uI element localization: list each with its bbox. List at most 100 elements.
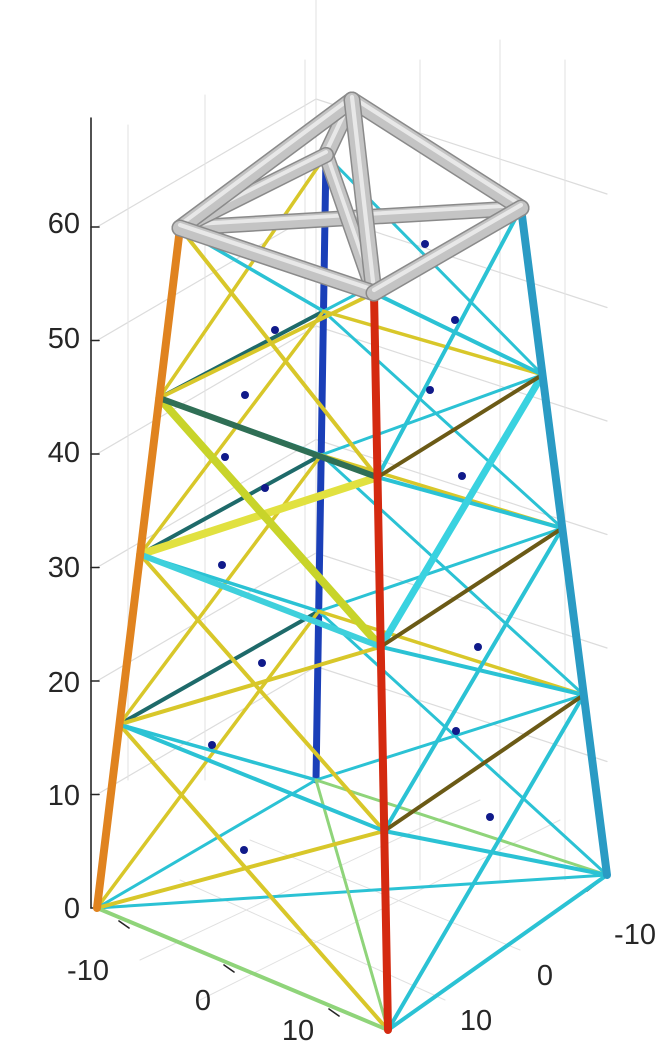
z-tick-0: 0 — [64, 893, 80, 925]
truss-brace-front-left-heavy — [155, 394, 385, 651]
truss-leg-left — [93, 224, 184, 912]
joint-marker — [452, 727, 460, 735]
grid-line-back-right — [315, 552, 608, 649]
truss-brace-front-right — [382, 526, 565, 834]
grid-line-back-right — [315, 665, 608, 763]
truss-floor-diagonal — [95, 873, 609, 910]
top-frame — [171, 91, 530, 302]
grid-line-back-left — [96, 211, 317, 342]
truss-horizontal-front-left — [156, 395, 381, 481]
grid-line-back-left — [96, 665, 317, 796]
truss-brace-back-left — [157, 153, 328, 400]
grid-line-back-left — [96, 325, 317, 455]
x-axis-tick — [223, 964, 235, 973]
truss-leg-right — [517, 204, 611, 879]
truss-brace-front-left — [95, 829, 387, 910]
truss-brace-front-left — [178, 226, 380, 480]
truss-floor-member — [95, 778, 318, 910]
truss-brace-front-right — [375, 206, 523, 480]
truss-brace-back-left — [117, 453, 323, 727]
top-frame-edge-highlight — [177, 94, 355, 228]
z-tick-10: 10 — [48, 780, 80, 812]
floor-grid — [179, 879, 446, 1001]
truss-brace-front-right — [386, 692, 586, 1032]
truss-floor-diagonal — [314, 778, 390, 1032]
truss-brace-back-right — [314, 693, 586, 782]
x-axis-tick — [328, 1008, 340, 1017]
top-frame-edge-highlight — [349, 94, 377, 293]
truss-horizontal-back-left — [117, 609, 321, 727]
x-tick-0: 0 — [195, 985, 211, 1017]
truss-floor-front-left — [95, 906, 390, 1032]
x-tick-10: 10 — [282, 1015, 314, 1045]
joint-marker — [218, 561, 226, 569]
truss-brace-front-left — [138, 552, 387, 834]
truss-brace-front-right-heavy — [377, 371, 546, 651]
truss-horizontal-front-right — [382, 692, 586, 834]
truss-brace-back-left — [138, 309, 326, 557]
floor-grid — [139, 799, 481, 961]
top-frame-edge — [367, 201, 528, 300]
truss-brace-front-left — [157, 291, 376, 400]
truss-brace-front-left — [117, 722, 390, 1032]
tick-labels: 0 10 20 30 40 50 60 -10 0 10 -10 0 10 — [48, 208, 656, 1045]
grid-line-back-left — [96, 552, 317, 682]
truss-brace-front-right — [382, 829, 609, 877]
joint-marker — [426, 386, 434, 394]
y-tick-neg10: -10 — [614, 919, 656, 951]
z-tick-20: 20 — [48, 667, 80, 699]
joint-marker — [421, 240, 429, 248]
z-tick-30: 30 — [48, 552, 80, 584]
floor-grid — [199, 819, 561, 1001]
joint-marker — [221, 453, 229, 461]
joint-marker — [241, 391, 249, 399]
top-frame-edge-highlight — [177, 222, 377, 293]
grid-line-back-right — [315, 325, 608, 422]
joint-marker — [261, 484, 269, 492]
y-tick-0: 0 — [537, 960, 553, 992]
truss-floor-member — [314, 778, 609, 877]
grid-line-back-left — [96, 98, 317, 228]
truss-floor-front-right — [386, 873, 609, 1032]
truss-brace-back-right — [317, 609, 609, 877]
grid-line-back-left — [96, 438, 317, 569]
top-frame-edge-highlight — [371, 202, 524, 293]
joint-marker — [208, 741, 216, 749]
y-tick-10: 10 — [460, 1005, 492, 1037]
top-frame-edge — [173, 221, 381, 300]
top-frame-edge-highlight — [349, 94, 524, 208]
x-tick-neg10: -10 — [67, 955, 109, 987]
z-tick-40: 40 — [48, 437, 80, 469]
joint-marker — [486, 813, 494, 821]
truss-leg-front — [370, 289, 392, 1034]
truss-horizontal-front-right — [375, 372, 545, 480]
joint-marker — [258, 659, 266, 667]
truss-brace-front-right — [378, 644, 586, 697]
truss-horizontal-front-left — [137, 551, 384, 650]
truss-horizontal-front-right — [378, 526, 565, 649]
z-tick-60: 60 — [48, 208, 80, 240]
truss-horizontal-back-left — [138, 453, 324, 557]
truss-brace-back-right — [319, 453, 586, 697]
joint-marker — [451, 316, 459, 324]
top-frame-edge — [345, 93, 528, 215]
truss-leg-back — [312, 151, 330, 784]
truss-members — [93, 151, 611, 1034]
truss-brace-front-left — [117, 644, 383, 727]
joint-marker — [458, 472, 466, 480]
truss-brace-back-right — [317, 526, 564, 613]
truss-brace-back-right — [322, 309, 564, 530]
truss-brace-front-right — [372, 291, 545, 377]
truss-brace-back-left — [117, 722, 318, 782]
joint-marker — [240, 846, 248, 854]
truss-brace-back-right — [319, 373, 544, 457]
z-tick-50: 50 — [48, 323, 80, 355]
truss-horizontal-back-right — [321, 309, 545, 377]
joint-marker — [271, 326, 279, 334]
x-axis-tick — [118, 920, 130, 929]
top-frame-edge — [173, 93, 359, 235]
joint-marker — [474, 643, 482, 651]
truss-horizontal-front-left — [117, 722, 387, 834]
